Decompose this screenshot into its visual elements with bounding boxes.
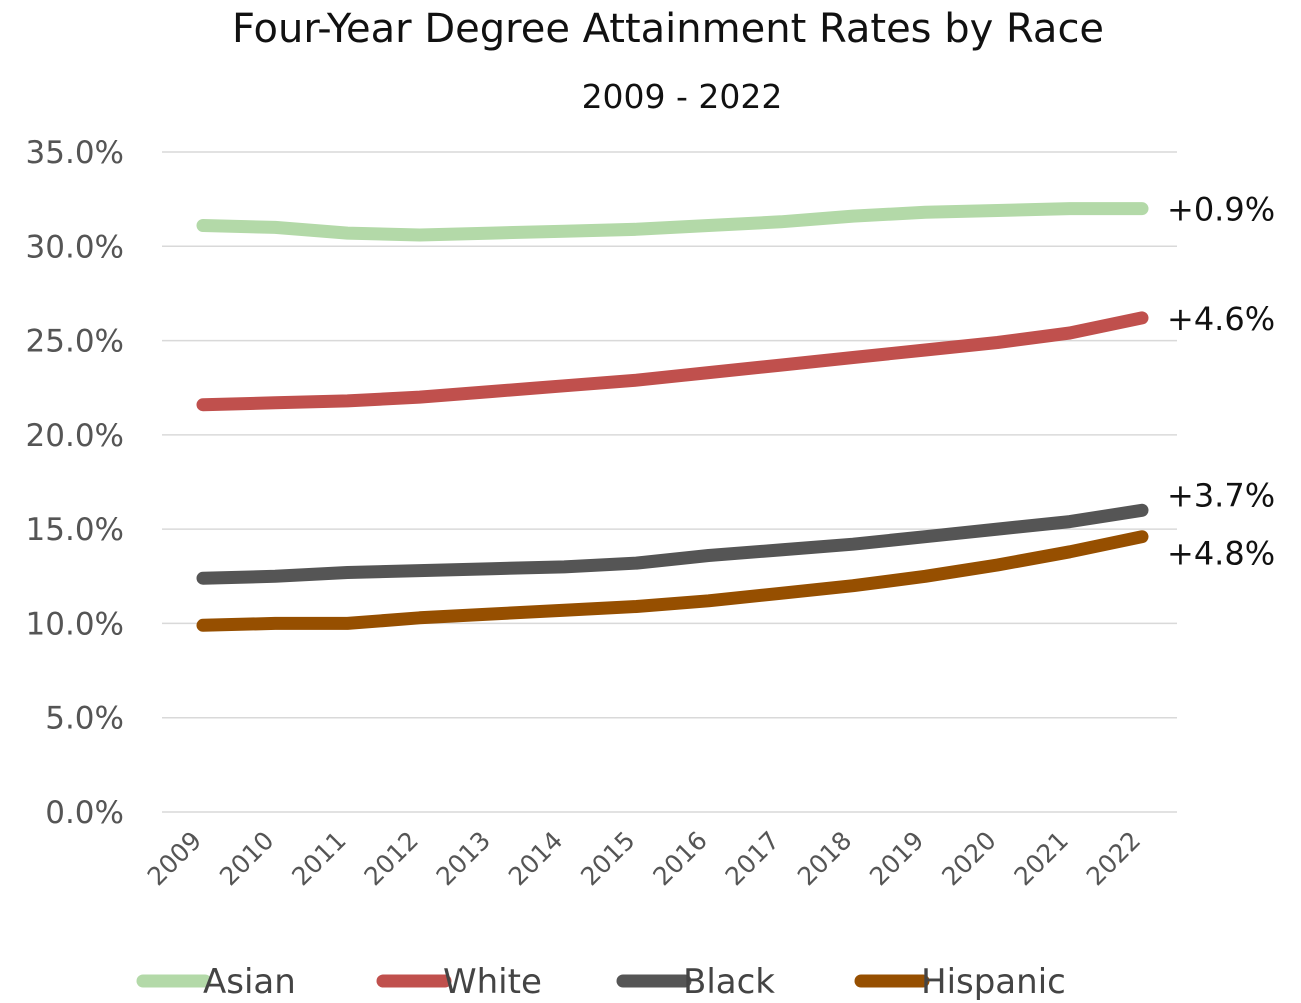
series-line-asian [196, 202, 1149, 242]
annotation-hispanic: +4.8% [1167, 534, 1275, 572]
x-tick-label-2019: 2019 [864, 826, 929, 891]
legend-label-asian: Asian [203, 962, 296, 1002]
x-tick-label-2013: 2013 [431, 826, 496, 891]
legend-label-white: White [443, 962, 542, 1002]
x-tick-label-2015: 2015 [575, 826, 640, 891]
series-line-hispanic [196, 530, 1149, 632]
series-line-white [196, 311, 1149, 412]
legend: Asian White Black Hispanic [136, 962, 1066, 1002]
x-tick-label-2009: 2009 [142, 826, 207, 891]
x-tick-label-2014: 2014 [503, 826, 568, 891]
annotation-white: +4.6% [1167, 300, 1275, 338]
y-tick-label: 10.0% [26, 606, 124, 642]
y-tick-label: 25.0% [26, 324, 124, 360]
x-tick-label-2018: 2018 [792, 826, 857, 891]
chart-subtitle: 2009 - 2022 [582, 77, 783, 116]
legend-label-hispanic: Hispanic [921, 962, 1066, 1002]
y-axis-ticks: 0.0% 5.0% 10.0% 15.0% 20.0% 25.0% 30.0% 35.0% [26, 135, 124, 831]
annotation-asian: +0.9% [1167, 191, 1275, 229]
x-tick-label-2010: 2010 [214, 826, 279, 891]
chart-title: Four-Year Degree Attainment Rates by Rac… [232, 6, 1104, 52]
annotation-black: +3.7% [1167, 476, 1275, 514]
y-tick-label: 0.0% [45, 795, 124, 831]
gridlines [162, 151, 1177, 813]
y-tick-label: 15.0% [26, 512, 124, 548]
x-axis-ticks: 2009 2010 2011 2012 2013 2014 2015 2016 2017 2018… [142, 826, 1146, 891]
x-tick-label-2022: 2022 [1081, 826, 1146, 891]
legend-label-black: Black [683, 962, 775, 1002]
series-line-black [196, 503, 1149, 585]
y-tick-label: 35.0% [26, 135, 124, 171]
x-tick-label-2021: 2021 [1009, 826, 1074, 891]
x-tick-label-2011: 2011 [286, 826, 351, 891]
x-tick-label-2012: 2012 [358, 826, 423, 891]
y-tick-label: 30.0% [26, 229, 124, 265]
end-annotations: +0.9% +4.6% +3.7% +4.8% [1167, 191, 1275, 573]
x-tick-label-2017: 2017 [720, 826, 785, 891]
x-tick-label-2020: 2020 [936, 826, 1001, 891]
series-lines [196, 202, 1149, 632]
y-tick-label: 5.0% [45, 701, 124, 737]
y-tick-label: 20.0% [26, 418, 124, 454]
x-tick-label-2016: 2016 [647, 826, 712, 891]
